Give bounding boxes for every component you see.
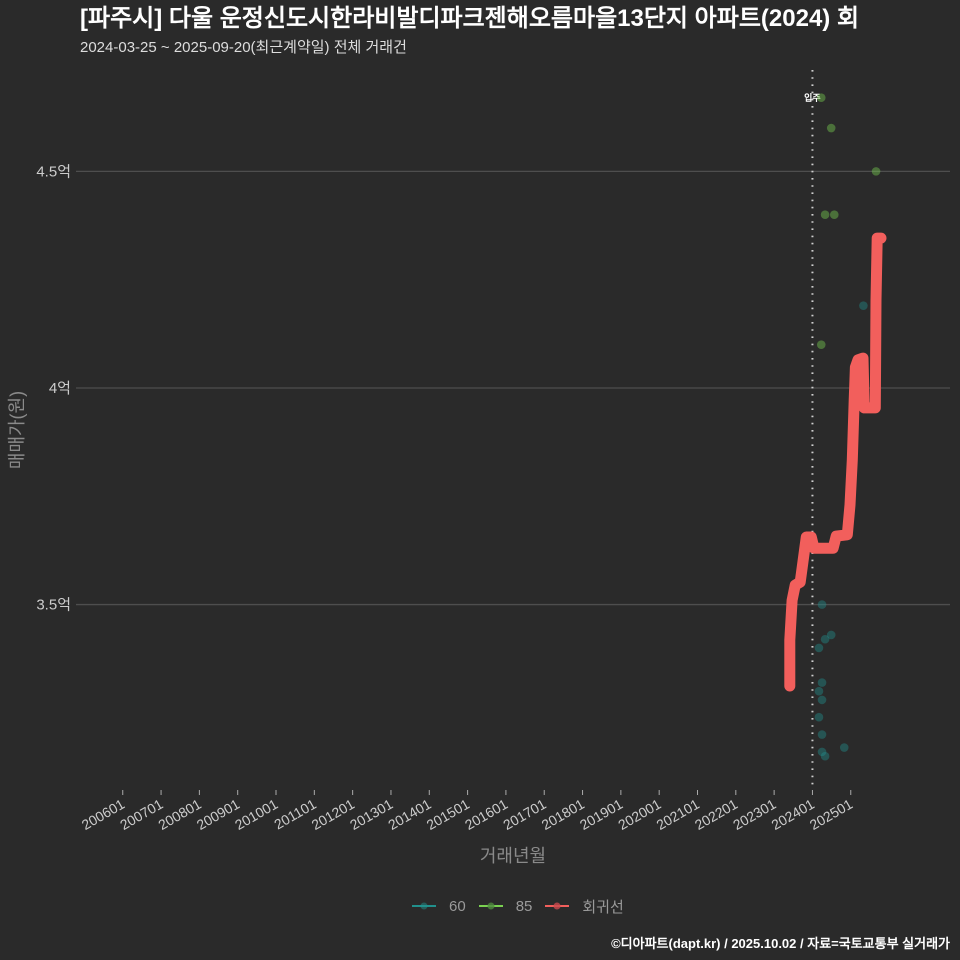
y-tick-label: 3.5억: [36, 597, 71, 614]
data-point: [839, 743, 849, 752]
x-axis: 2006012007012008012009012010012011012012…: [79, 790, 856, 833]
x-tick-label: 201201: [309, 796, 358, 833]
data-point: [826, 123, 836, 133]
x-axis-title: 거래년월: [479, 846, 547, 866]
chart-title: [파주시] 다울 운정신도시한라비발디파크젠해오름마을13단지 아파트(2024…: [80, 5, 860, 32]
series-60-points: [814, 301, 868, 761]
y-tick-label: 4.5억: [36, 163, 71, 180]
x-tick-label: 202501: [807, 796, 856, 833]
x-tick-label: 202101: [654, 796, 703, 833]
legend-swatch-85-icon: [478, 902, 503, 910]
data-point: [817, 695, 827, 705]
move-in-label: 입주: [804, 92, 821, 103]
x-tick-label: 201801: [539, 796, 588, 833]
legend-item-regression: 회귀선: [545, 896, 624, 917]
x-tick-label: 201401: [385, 796, 434, 833]
chart-subtitle: 2024-03-25 ~ 2025-09-20(최근계약일) 전체 거래건: [80, 39, 407, 56]
data-point: [814, 712, 824, 722]
x-tick-label: 201001: [232, 796, 281, 833]
data-point: [814, 686, 824, 696]
data-point: [820, 634, 830, 644]
data-point: [826, 630, 836, 640]
data-point: [816, 340, 826, 349]
move-in-annotation: 입주: [804, 70, 821, 788]
legend-item-85: 85: [478, 897, 533, 915]
data-point: [859, 301, 868, 310]
data-point: [817, 678, 827, 687]
legend-swatch-regression-icon: [545, 902, 570, 910]
x-tick-label: 202001: [615, 796, 664, 833]
y-tick-label: 4억: [49, 380, 71, 397]
regression-line: [784, 232, 887, 692]
x-tick-label: 201301: [347, 796, 396, 833]
x-tick-label: 201101: [271, 796, 319, 833]
series-85-points: [816, 93, 881, 349]
y-axis: 3.5억 4억 4.5억: [36, 163, 950, 614]
source-credit: ©디아파트(dapt.kr) / 2025.10.02 / 자료=국토교통부 실…: [611, 936, 950, 951]
data-point: [871, 167, 881, 176]
x-tick-label: 202301: [730, 796, 779, 833]
data-point: [829, 210, 839, 219]
data-point: [820, 210, 830, 219]
legend-label-85: 85: [515, 897, 533, 915]
data-point: [820, 751, 830, 761]
data-point: [814, 643, 824, 653]
data-point: [817, 747, 827, 757]
x-tick-label: 201901: [577, 796, 626, 833]
y-axis-title: 매매가(원): [7, 390, 27, 470]
x-tick-label: 201501: [424, 796, 473, 833]
data-point: [817, 730, 827, 739]
x-tick-label: 202201: [692, 796, 741, 833]
x-tick-label: 201701: [500, 796, 549, 833]
x-tick-label: 200601: [79, 796, 128, 833]
x-tick-label: 200801: [155, 796, 204, 833]
legend-label-regression: 회귀선: [582, 898, 624, 916]
legend-swatch-60-icon: [412, 902, 436, 910]
data-point: [816, 93, 826, 103]
data-point: [817, 600, 827, 609]
legend-label-60: 60: [449, 897, 466, 915]
x-tick-label: 200701: [117, 796, 166, 833]
x-tick-label: 200901: [194, 796, 243, 833]
x-tick-label: 201601: [462, 796, 511, 833]
legend-item-60: 60: [412, 898, 466, 915]
legend: 60 85 회귀선: [412, 896, 624, 916]
x-tick-label: 202401: [768, 796, 817, 833]
